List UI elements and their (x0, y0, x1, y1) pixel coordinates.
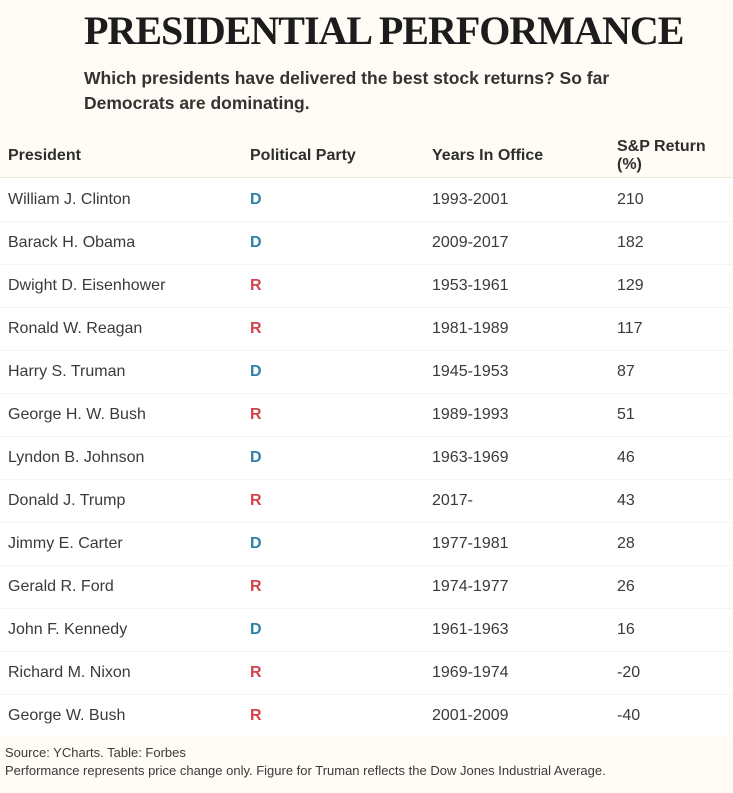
cell-party: D (250, 363, 262, 380)
cell-president: George W. Bush (8, 707, 126, 724)
cell-president: Richard M. Nixon (8, 664, 131, 681)
table-row: Richard M. Nixon R 1969-1974 -20 (0, 651, 733, 694)
cell-party: D (250, 535, 262, 552)
cell-sp-return: 87 (617, 363, 635, 380)
cell-sp-return: -40 (617, 707, 641, 724)
cell-party: R (250, 707, 262, 724)
cell-sp-return: 28 (617, 535, 635, 552)
table-row: Harry S. Truman D 1945-1953 87 (0, 350, 733, 393)
cell-years: 1945-1953 (432, 363, 509, 380)
cell-president: John F. Kennedy (8, 621, 128, 638)
cell-president: Lyndon B. Johnson (8, 449, 145, 466)
cell-years: 2009-2017 (432, 234, 509, 251)
cell-party: R (250, 406, 262, 423)
page-title: PRESIDENTIAL PERFORMANCE (84, 8, 684, 53)
cell-years: 2017- (432, 492, 473, 509)
table-row: George W. Bush R 2001-2009 -40 (0, 694, 733, 737)
cell-years: 1974-1977 (432, 578, 509, 595)
page-subtitle: Which presidents have delivered the best… (84, 68, 610, 113)
table-row: Lyndon B. Johnson D 1963-1969 46 (0, 436, 733, 479)
cell-sp-return: 51 (617, 406, 635, 423)
cell-years: 1981-1989 (432, 320, 509, 337)
cell-president: Harry S. Truman (8, 363, 126, 380)
cell-sp-return: 129 (617, 277, 644, 294)
cell-president: Barack H. Obama (8, 234, 136, 251)
cell-party: R (250, 578, 262, 595)
table-body: William J. Clinton D 1993-2001 210 Barack H.… (0, 178, 733, 737)
cell-sp-return: 26 (617, 578, 635, 595)
footnote-line: Performance represents price change only… (5, 762, 606, 778)
cell-president: Jimmy E. Carter (8, 535, 123, 552)
footer: Source: YCharts. Table: Forbes Performan… (0, 737, 733, 793)
cell-years: 1993-2001 (432, 190, 509, 208)
column-header-president: President (8, 147, 81, 164)
cell-years: 1977-1981 (432, 535, 509, 552)
table-row: Ronald W. Reagan R 1981-1989 117 (0, 307, 733, 350)
cell-president: William J. Clinton (8, 190, 131, 208)
cell-years: 1969-1974 (432, 664, 509, 681)
table-row: Gerald R. Ford R 1974-1977 26 (0, 565, 733, 608)
table-row: George H. W. Bush R 1989-1993 51 (0, 393, 733, 436)
source-line: Source: YCharts. Table: Forbes (5, 745, 186, 760)
cell-party: R (250, 277, 262, 294)
cell-president: Donald J. Trump (8, 492, 126, 509)
column-header-political-party: Political Party (250, 147, 356, 164)
cell-sp-return: 16 (617, 621, 635, 638)
table-row: William J. Clinton D 1993-2001 210 (0, 178, 733, 221)
table-row: Donald J. Trump R 2017- 43 (0, 479, 733, 522)
cell-party: R (250, 492, 262, 509)
cell-party: R (250, 664, 262, 681)
table-header-row: President Political Party Years In Offic… (0, 135, 733, 178)
cell-sp-return: 117 (617, 320, 643, 337)
cell-president: George H. W. Bush (8, 406, 146, 423)
cell-party: D (250, 449, 262, 466)
cell-party: D (250, 190, 262, 208)
cell-years: 1963-1969 (432, 449, 509, 466)
cell-years: 1989-1993 (432, 406, 509, 423)
header-block: PRESIDENTIAL PERFORMANCE Which president… (0, 0, 733, 135)
cell-sp-return: 46 (617, 449, 635, 466)
cell-sp-return: 210 (617, 190, 644, 208)
cell-party: D (250, 234, 262, 251)
cell-party: D (250, 621, 262, 638)
cell-years: 1953-1961 (432, 277, 509, 294)
cell-president: Dwight D. Eisenhower (8, 277, 166, 294)
table-row: Jimmy E. Carter D 1977-1981 28 (0, 522, 733, 565)
table-row: Dwight D. Eisenhower R 1953-1961 129 (0, 264, 733, 307)
table-row: Barack H. Obama D 2009-2017 182 (0, 221, 733, 264)
cell-sp-return: 43 (617, 492, 635, 509)
cell-president: Ronald W. Reagan (8, 320, 143, 337)
cell-president: Gerald R. Ford (8, 578, 114, 595)
cell-sp-return: 182 (617, 234, 644, 251)
cell-years: 1961-1963 (432, 621, 509, 638)
cell-party: R (250, 320, 262, 337)
cell-sp-return: -20 (617, 664, 641, 681)
table-row: John F. Kennedy D 1961-1963 16 (0, 608, 733, 651)
column-header-years-in-office: Years In Office (432, 147, 544, 164)
column-header-sp-return: S&P Return (%) (617, 138, 706, 173)
cell-years: 2001-2009 (432, 707, 509, 724)
